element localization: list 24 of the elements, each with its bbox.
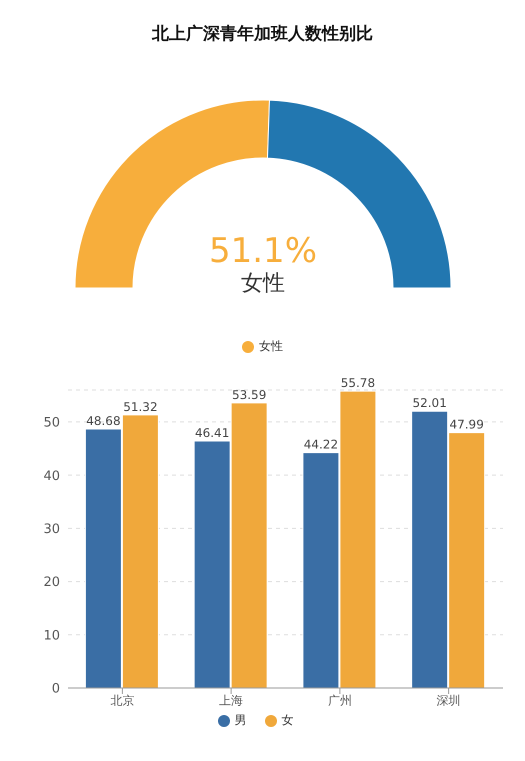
x-tick-label: 广州 [328,694,352,708]
data-label: 53.59 [232,388,266,402]
y-tick-label: 40 [43,468,60,484]
y-tick-label: 50 [43,416,60,431]
legend-label: 男 [234,712,246,729]
data-label: 55.78 [340,376,376,390]
slice-label: 女性 [241,271,285,296]
chart-title: 北上广深青年加班人数性别比 [150,23,374,45]
legend-label: 女性 [259,338,283,355]
y-tick-label: 0 [52,682,60,697]
y-tick-label: 20 [43,575,60,590]
data-label: 51.1% [208,231,318,271]
legend-label: 女 [282,712,294,729]
y-tick-label: 30 [43,522,60,537]
data-label: 44.22 [304,438,338,452]
data-label: 46.41 [194,426,230,440]
data-label: 47.99 [449,418,484,432]
x-tick-label: 深圳 [436,694,461,708]
x-tick-label: 上海 [219,694,244,708]
y-tick-label: 10 [43,628,60,644]
data-label: 48.68 [86,414,121,428]
data-label: 52.01 [412,396,447,410]
data-label: 51.32 [123,400,158,414]
x-tick-label: 北京 [110,694,134,708]
